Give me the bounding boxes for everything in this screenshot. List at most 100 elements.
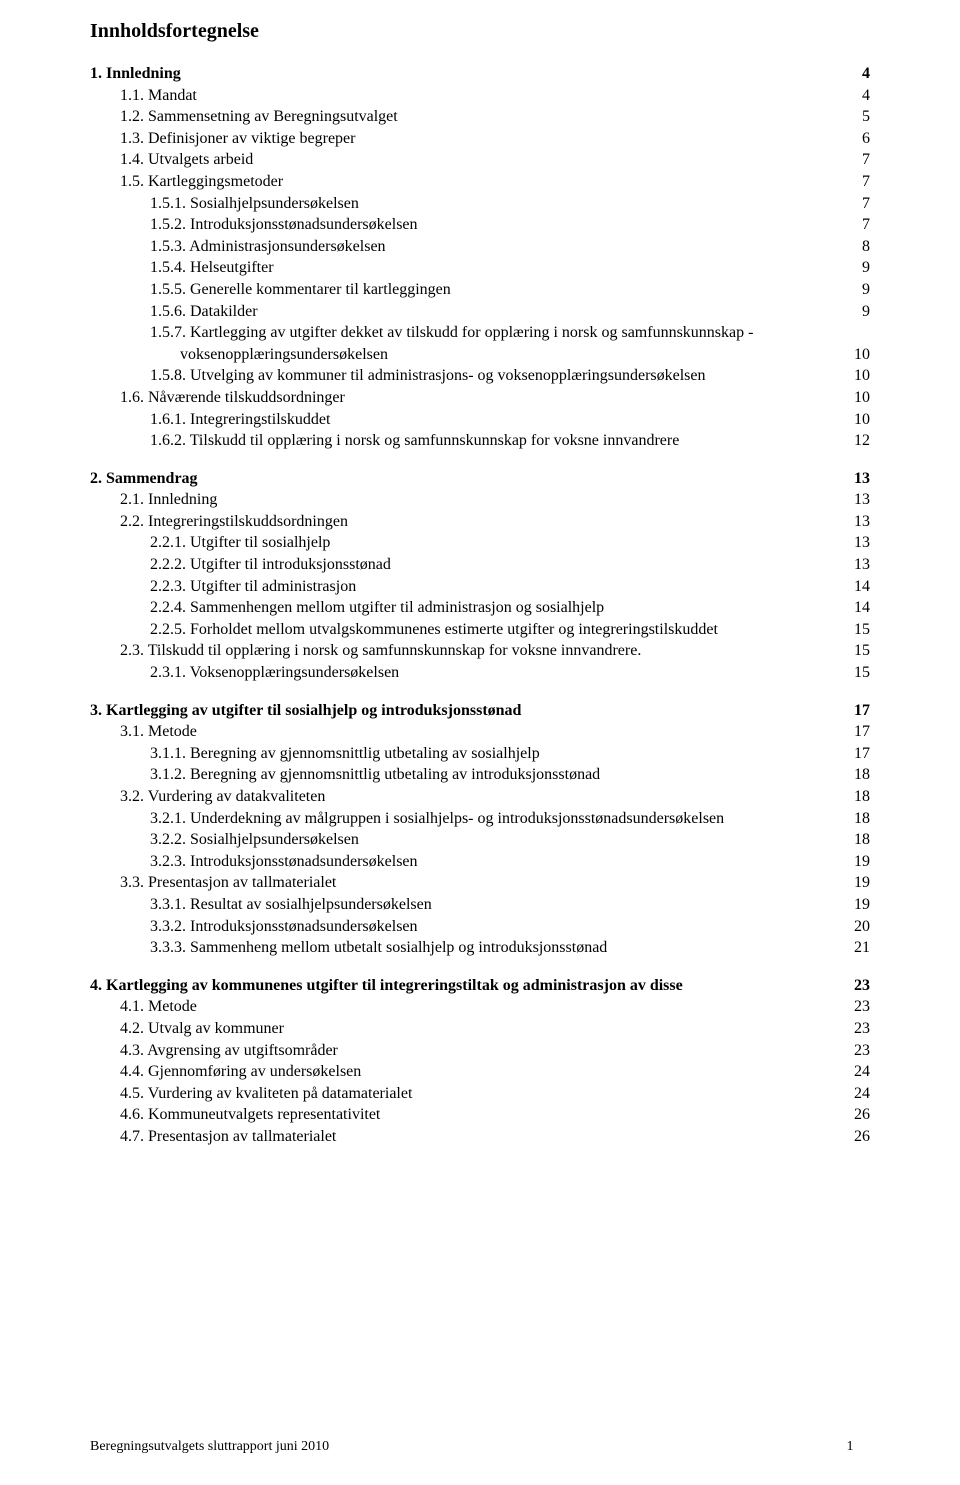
toc-entry-label: 1.4. Utvalgets arbeid bbox=[120, 149, 253, 171]
toc-entry-label: 3.1.1. Beregning av gjennomsnittlig utbe… bbox=[150, 743, 540, 765]
toc-entry-label: voksenopplæringsundersøkelsen bbox=[180, 344, 388, 366]
toc-entry: 4. Kartlegging av kommunenes utgifter ti… bbox=[90, 975, 870, 997]
toc-entry-page: 19 bbox=[854, 851, 870, 873]
toc-entry-page: 9 bbox=[862, 301, 870, 323]
toc-entry-page: 15 bbox=[854, 619, 870, 641]
toc-entry-label: 3.2.1. Underdekning av målgruppen i sosi… bbox=[150, 808, 724, 830]
toc-entry: 2.2.4. Sammenhengen mellom utgifter til … bbox=[90, 597, 870, 619]
toc-entry-label: 3.3.1. Resultat av sosialhjelpsundersøke… bbox=[150, 894, 432, 916]
toc-entry-page: 18 bbox=[854, 808, 870, 830]
toc-entry-label: 3.2. Vurdering av datakvaliteten bbox=[120, 786, 325, 808]
toc-entry: 2. Sammendrag 13 bbox=[90, 468, 870, 490]
toc-entry-page: 15 bbox=[854, 662, 870, 684]
toc-entry-label: 1.5.4. Helseutgifter bbox=[150, 257, 274, 279]
document-page: Innholdsfortegnelse 1. Innledning 41.1. … bbox=[0, 0, 960, 1485]
toc-entry-label: 2.2.2. Utgifter til introduksjonsstønad bbox=[150, 554, 391, 576]
toc-entry: 1.6.2. Tilskudd til opplæring i norsk og… bbox=[90, 430, 870, 452]
toc-entry-label: 1.6.1. Integreringstilskuddet bbox=[150, 409, 330, 431]
toc-entry-label: 3.1. Metode bbox=[120, 721, 197, 743]
toc-entry-page: 14 bbox=[854, 576, 870, 598]
toc-entry: 1.3. Definisjoner av viktige begreper 6 bbox=[90, 128, 870, 150]
toc-entry-page: 24 bbox=[854, 1061, 870, 1083]
toc-entry: 1.5.7. Kartlegging av utgifter dekket av… bbox=[90, 322, 870, 344]
toc-entry-page: 9 bbox=[862, 257, 870, 279]
toc-entry-page: 23 bbox=[854, 975, 870, 997]
toc-entry-label: 2.3.1. Voksenopplæringsundersøkelsen bbox=[150, 662, 399, 684]
toc-entry-label: 4.2. Utvalg av kommuner bbox=[120, 1018, 284, 1040]
toc-entry: 3.3. Presentasjon av tallmaterialet 19 bbox=[90, 872, 870, 894]
toc-entry-page: 26 bbox=[854, 1126, 870, 1148]
toc-entry-label: 2.1. Innledning bbox=[120, 489, 217, 511]
toc-entry-page: 24 bbox=[854, 1083, 870, 1105]
toc-entry-label: 1.6. Nåværende tilskuddsordninger bbox=[120, 387, 345, 409]
toc-entry: 4.7. Presentasjon av tallmaterialet 26 bbox=[90, 1126, 870, 1148]
toc-entry-page: 10 bbox=[854, 409, 870, 431]
toc-entry: 1.4. Utvalgets arbeid 7 bbox=[90, 149, 870, 171]
toc-entry-page: 19 bbox=[854, 872, 870, 894]
toc-entry-page: 20 bbox=[854, 916, 870, 938]
toc-entry-page: 5 bbox=[862, 106, 870, 128]
toc-entry-label: 4.7. Presentasjon av tallmaterialet bbox=[120, 1126, 336, 1148]
toc-entry-page: 14 bbox=[854, 597, 870, 619]
toc-entry-label: 1.5.2. Introduksjonsstønadsundersøkelsen bbox=[150, 214, 418, 236]
toc-entry-label: 3.1.2. Beregning av gjennomsnittlig utbe… bbox=[150, 764, 600, 786]
footer-page-number: 1 bbox=[830, 1439, 870, 1455]
toc-entry-label: 2.2.3. Utgifter til administrasjon bbox=[150, 576, 356, 598]
toc-entry-page: 7 bbox=[862, 149, 870, 171]
toc-entry: 4.3. Avgrensing av utgiftsområder 23 bbox=[90, 1040, 870, 1062]
toc-entry: 3. Kartlegging av utgifter til sosialhje… bbox=[90, 700, 870, 722]
toc-entry-page: 12 bbox=[854, 430, 870, 452]
toc-entry: 4.1. Metode 23 bbox=[90, 996, 870, 1018]
toc-entry-label: 4.6. Kommuneutvalgets representativitet bbox=[120, 1104, 380, 1126]
toc-entry-page: 13 bbox=[854, 511, 870, 533]
toc-entry-label: 2.2.4. Sammenhengen mellom utgifter til … bbox=[150, 597, 604, 619]
toc-entry-page: 23 bbox=[854, 1018, 870, 1040]
toc-entry-label: 1.6.2. Tilskudd til opplæring i norsk og… bbox=[150, 430, 679, 452]
toc-entry-label: 1.5.3. Administrasjonsundersøkelsen bbox=[150, 236, 386, 258]
toc-entry-page: 23 bbox=[854, 996, 870, 1018]
toc-entry-label: 2.3. Tilskudd til opplæring i norsk og s… bbox=[120, 640, 641, 662]
toc-entry-label: 1.5.7. Kartlegging av utgifter dekket av… bbox=[150, 322, 753, 344]
toc-section-gap bbox=[90, 452, 870, 468]
toc-entry-label: 4. Kartlegging av kommunenes utgifter ti… bbox=[90, 975, 683, 997]
toc-entry-label: 2.2.1. Utgifter til sosialhjelp bbox=[150, 532, 330, 554]
page-footer: Beregningsutvalgets sluttrapport juni 20… bbox=[90, 1439, 870, 1455]
toc-entry-page: 10 bbox=[854, 387, 870, 409]
toc-entry-label: 4.3. Avgrensing av utgiftsområder bbox=[120, 1040, 338, 1062]
toc-entry-page: 18 bbox=[854, 764, 870, 786]
toc-entry-label: 1.3. Definisjoner av viktige begreper bbox=[120, 128, 355, 150]
toc-entry: 1.5.6. Datakilder 9 bbox=[90, 301, 870, 323]
toc-entry-page: 17 bbox=[854, 721, 870, 743]
toc-entry: 1.5.3. Administrasjonsundersøkelsen 8 bbox=[90, 236, 870, 258]
toc-entry: 1.6. Nåværende tilskuddsordninger 10 bbox=[90, 387, 870, 409]
toc-entry-page: 17 bbox=[854, 700, 870, 722]
toc-entry-page: 17 bbox=[854, 743, 870, 765]
toc-entry: 3.1.1. Beregning av gjennomsnittlig utbe… bbox=[90, 743, 870, 765]
toc-entry: 2.1. Innledning 13 bbox=[90, 489, 870, 511]
toc-entry: 4.4. Gjennomføring av undersøkelsen 24 bbox=[90, 1061, 870, 1083]
toc-section-gap bbox=[90, 959, 870, 975]
toc-entry-label: 3.3.3. Sammenheng mellom utbetalt sosial… bbox=[150, 937, 607, 959]
toc-entry: 1.5.2. Introduksjonsstønadsundersøkelsen… bbox=[90, 214, 870, 236]
toc-entry-label: 3.3. Presentasjon av tallmaterialet bbox=[120, 872, 336, 894]
toc-entry: 2.2.2. Utgifter til introduksjonsstønad … bbox=[90, 554, 870, 576]
toc-entry-page: 18 bbox=[854, 829, 870, 851]
toc-entry-page: 8 bbox=[862, 236, 870, 258]
toc-entry-page: 23 bbox=[854, 1040, 870, 1062]
toc-entry-label: 1.2. Sammensetning av Beregningsutvalget bbox=[120, 106, 398, 128]
toc-entry: 1.5.4. Helseutgifter 9 bbox=[90, 257, 870, 279]
toc-entry-label: 1.5.5. Generelle kommentarer til kartleg… bbox=[150, 279, 451, 301]
toc-entry: 2.2.5. Forholdet mellom utvalgskommunene… bbox=[90, 619, 870, 641]
toc-entry-page: 26 bbox=[854, 1104, 870, 1126]
toc-entry-continuation: voksenopplæringsundersøkelsen 10 bbox=[90, 344, 870, 366]
toc-entry-label: 3.3.2. Introduksjonsstønadsundersøkelsen bbox=[150, 916, 418, 938]
toc-entry: 4.6. Kommuneutvalgets representativitet … bbox=[90, 1104, 870, 1126]
toc-entry: 3.3.1. Resultat av sosialhjelpsundersøke… bbox=[90, 894, 870, 916]
toc-entry-page: 7 bbox=[862, 171, 870, 193]
toc-entry-page: 9 bbox=[862, 279, 870, 301]
toc-entry-label: 2. Sammendrag bbox=[90, 468, 198, 490]
toc-entry: 2.2.1. Utgifter til sosialhjelp 13 bbox=[90, 532, 870, 554]
toc-section-gap bbox=[90, 684, 870, 700]
toc-entry-label: 3.2.3. Introduksjonsstønadsundersøkelsen bbox=[150, 851, 418, 873]
toc-entry: 4.2. Utvalg av kommuner 23 bbox=[90, 1018, 870, 1040]
